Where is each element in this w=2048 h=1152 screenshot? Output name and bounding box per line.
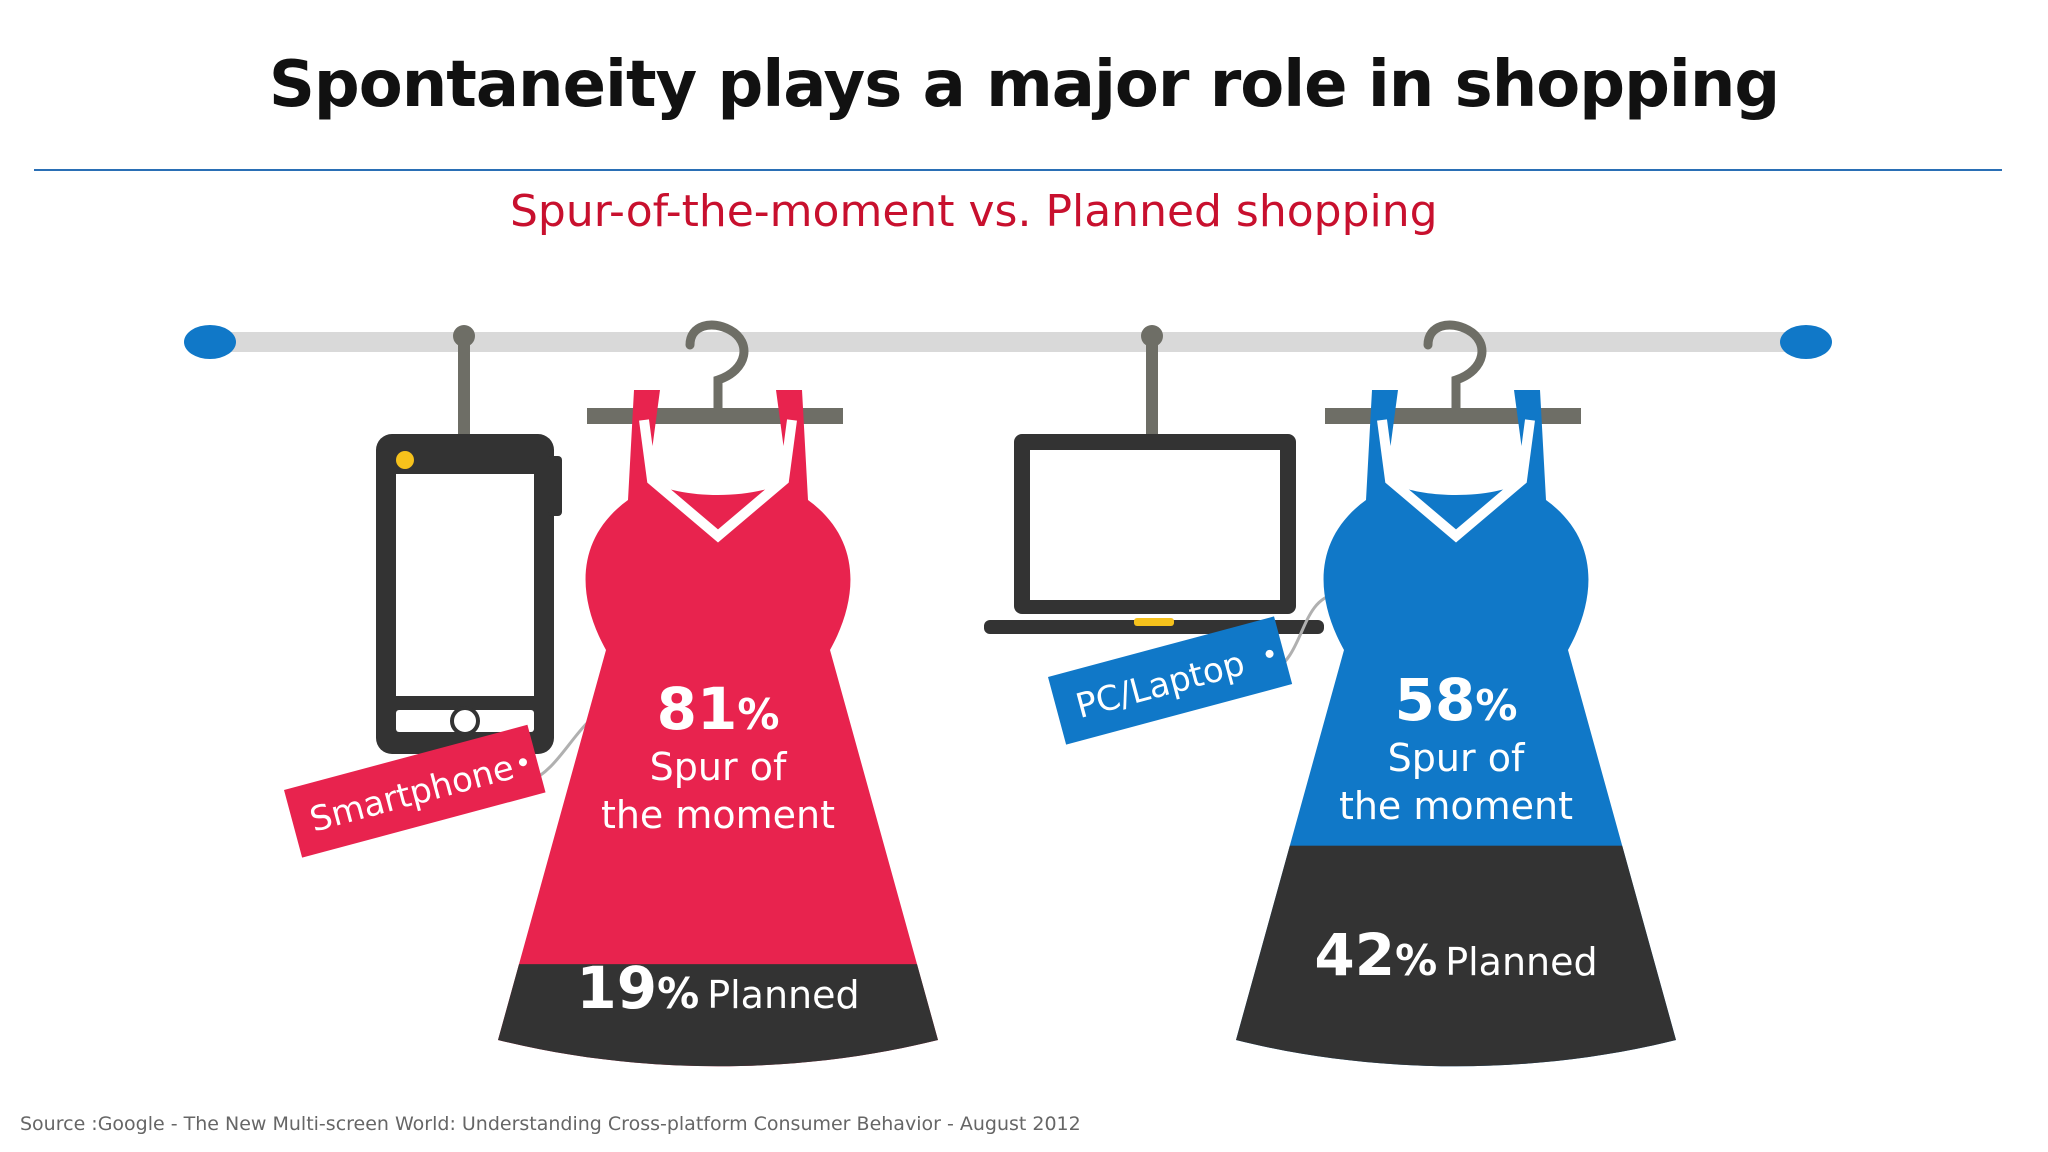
- smartphone-icon: [376, 325, 562, 754]
- planned-band-laptop: [1236, 845, 1676, 1067]
- laptop-icon: [984, 325, 1324, 634]
- spur-label-smartphone-line2: the moment: [601, 793, 835, 837]
- planned-value-laptop: 42% Planned: [1314, 921, 1597, 989]
- spur-value-smartphone: 81%: [657, 675, 780, 743]
- spur-label-laptop-line1: Spur of: [1388, 736, 1526, 780]
- clothes-rod: [208, 332, 1814, 352]
- dress-infographic: Smartphone 81% Spur of the moment 19% Pla…: [184, 320, 1832, 1067]
- planned-value-smartphone: 19% Planned: [576, 954, 859, 1022]
- rod-end-left-icon: [184, 325, 236, 359]
- laptop-tag-bg: [1048, 616, 1293, 745]
- smartphone-tag-bg: [284, 724, 546, 858]
- rod-end-right-icon: [1780, 325, 1832, 359]
- source-note: Source :Google - The New Multi-screen Wo…: [20, 1113, 1081, 1135]
- planned-band-smartphone: [498, 964, 938, 1067]
- chart-subtitle: Spur-of-the-moment vs. Planned shopping: [510, 186, 1438, 237]
- laptop-tag: PC/Laptop: [1048, 616, 1293, 745]
- spur-label-smartphone-line1: Spur of: [650, 745, 788, 789]
- title-divider: [34, 169, 2002, 171]
- neckline: [1377, 419, 1535, 543]
- spur-value-laptop: 58%: [1395, 666, 1518, 734]
- slide-title: Spontaneity plays a major role in shoppi…: [268, 48, 1780, 122]
- dress-smartphone: [498, 390, 938, 1067]
- neckline: [639, 419, 797, 543]
- dress-laptop: [1236, 390, 1676, 1067]
- spur-label-laptop-line2: the moment: [1339, 784, 1573, 828]
